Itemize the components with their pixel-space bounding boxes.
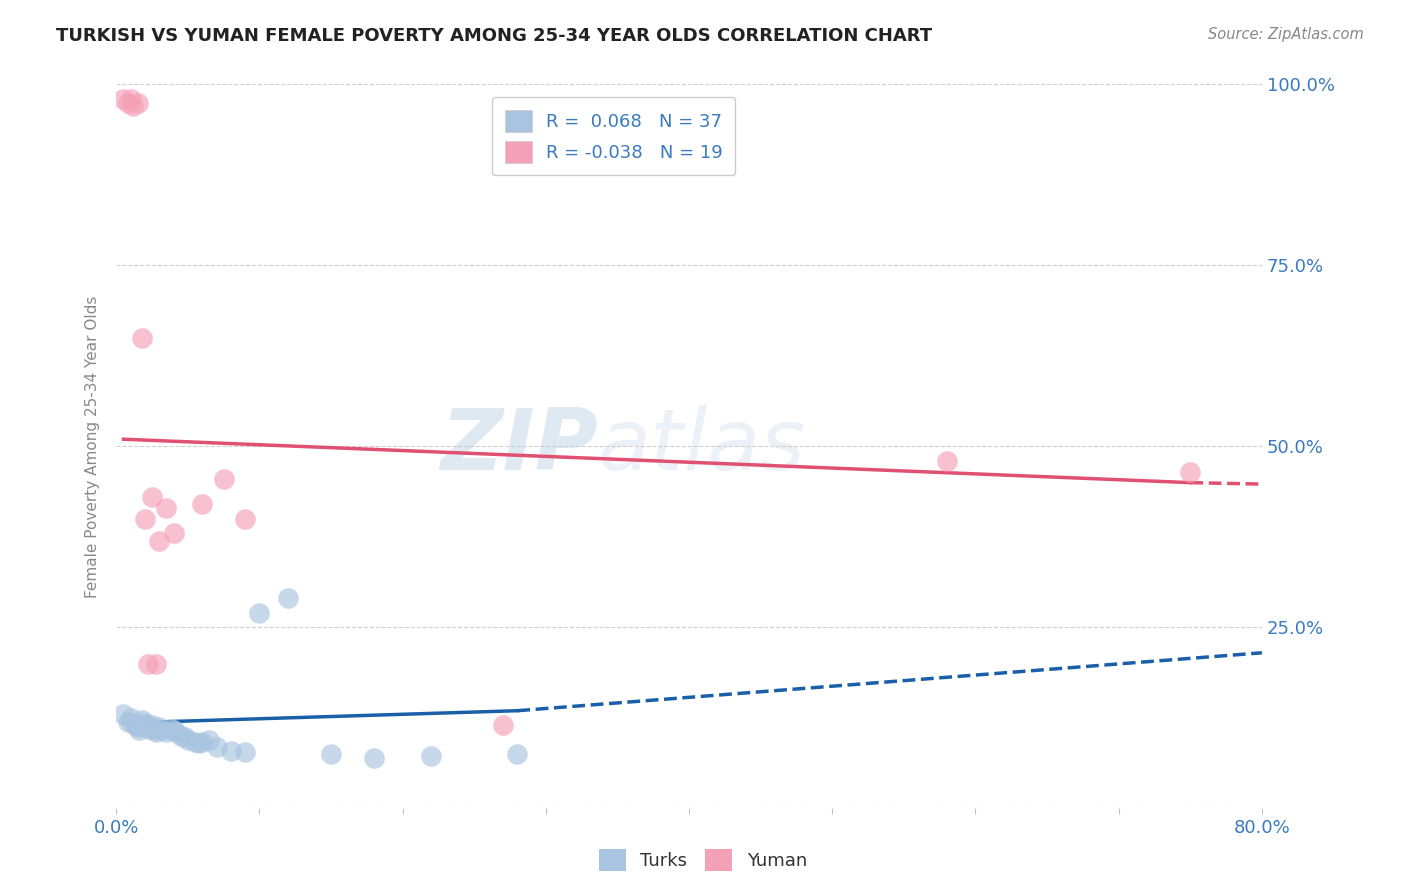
Point — [148, 533, 170, 548]
Point — [148, 720, 170, 734]
Point — [112, 92, 135, 106]
Point — [145, 657, 167, 671]
Point — [135, 718, 157, 732]
Point — [162, 723, 184, 738]
Point — [150, 723, 173, 738]
Point — [277, 591, 299, 606]
Point — [233, 745, 256, 759]
Point — [141, 718, 163, 732]
Point — [1180, 465, 1202, 479]
Point — [128, 723, 150, 738]
Point — [363, 751, 385, 765]
Point — [136, 722, 159, 736]
Point — [233, 512, 256, 526]
Point — [249, 606, 271, 620]
Point — [492, 718, 515, 732]
Point — [191, 497, 214, 511]
Point — [159, 722, 181, 736]
Point — [155, 500, 177, 515]
Text: ZIP: ZIP — [440, 405, 598, 488]
Point — [319, 747, 342, 761]
Legend: R =  0.068   N = 37, R = -0.038   N = 19: R = 0.068 N = 37, R = -0.038 N = 19 — [492, 97, 735, 176]
Point — [212, 472, 235, 486]
Point — [184, 735, 207, 749]
Point — [506, 747, 529, 761]
Point — [139, 720, 162, 734]
Point — [174, 731, 197, 745]
Point — [117, 95, 139, 110]
Point — [143, 723, 166, 738]
Legend: Turks, Yuman: Turks, Yuman — [592, 842, 814, 879]
Point — [191, 735, 214, 749]
Text: TURKISH VS YUMAN FEMALE POVERTY AMONG 25-34 YEAR OLDS CORRELATION CHART: TURKISH VS YUMAN FEMALE POVERTY AMONG 25… — [56, 27, 932, 45]
Point — [122, 99, 145, 113]
Point — [120, 92, 142, 106]
Point — [127, 95, 149, 110]
Point — [165, 725, 187, 739]
Text: atlas: atlas — [598, 405, 806, 488]
Point — [145, 725, 167, 739]
Point — [122, 716, 145, 731]
Point — [170, 729, 193, 743]
Point — [134, 512, 156, 526]
Point — [131, 331, 153, 345]
Y-axis label: Female Poverty Among 25-34 Year Olds: Female Poverty Among 25-34 Year Olds — [86, 295, 100, 598]
Point — [188, 736, 211, 750]
Point — [136, 657, 159, 671]
Point — [131, 713, 153, 727]
Point — [112, 707, 135, 722]
Point — [124, 718, 146, 732]
Point — [155, 725, 177, 739]
Point — [134, 716, 156, 731]
Point — [205, 739, 228, 754]
Point — [219, 743, 242, 757]
Point — [420, 749, 443, 764]
Point — [177, 732, 200, 747]
Point — [141, 490, 163, 504]
Text: Source: ZipAtlas.com: Source: ZipAtlas.com — [1208, 27, 1364, 42]
Point — [935, 454, 957, 468]
Point — [127, 720, 149, 734]
Point — [162, 526, 184, 541]
Point — [117, 714, 139, 729]
Point — [120, 711, 142, 725]
Point — [198, 732, 221, 747]
